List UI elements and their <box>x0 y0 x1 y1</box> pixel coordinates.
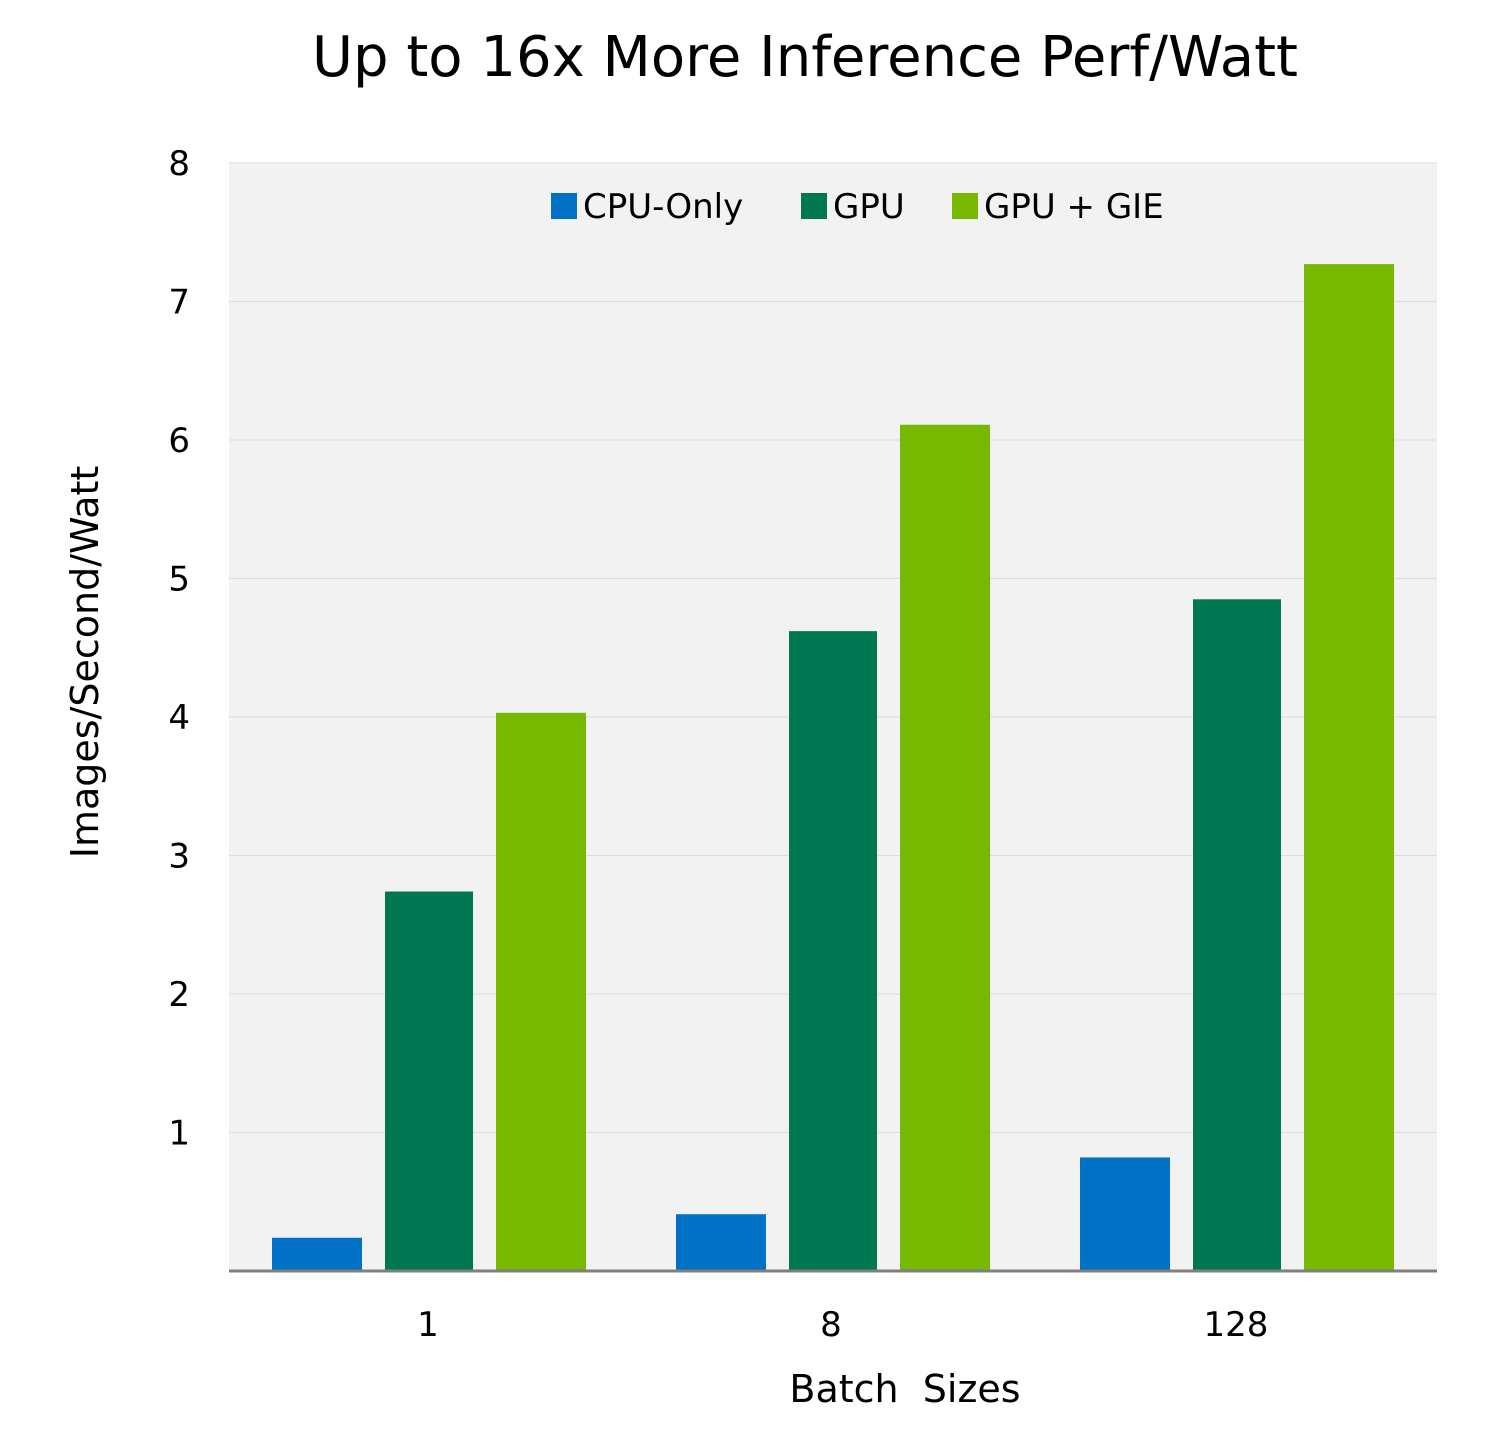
bar-gpu-gie-128 <box>1304 264 1394 1272</box>
legend-swatch <box>952 193 978 219</box>
y-tick-label: 4 <box>168 698 190 738</box>
x-tick-label: 128 <box>1204 1305 1269 1345</box>
bars <box>272 264 1394 1272</box>
x-tick-label: 1 <box>417 1305 439 1345</box>
bar-gpu-8 <box>789 631 877 1271</box>
y-tick-label: 6 <box>168 421 190 461</box>
x-tick-label: 8 <box>820 1305 842 1345</box>
bar-gpu-gie-1 <box>496 712 586 1271</box>
legend-label: GPU + GIE <box>984 187 1164 227</box>
x-axis-title: Batch Sizes <box>789 1367 1020 1411</box>
bar-gpu-1 <box>385 891 473 1271</box>
legend-label: GPU <box>833 187 905 227</box>
y-tick-label: 2 <box>168 975 190 1015</box>
y-tick-label: 8 <box>168 144 190 184</box>
y-tick-label: 1 <box>168 1114 190 1154</box>
y-tick-labels: 1 2 3 4 5 6 7 8 <box>168 144 190 1154</box>
x-tick-labels: 1 8 128 <box>417 1305 1268 1345</box>
bar-cpu-only-8 <box>676 1214 766 1271</box>
chart-title: Up to 16x More Inference Perf/Watt <box>312 25 1298 90</box>
bar-cpu-only-1 <box>272 1237 362 1271</box>
y-tick-label: 7 <box>168 283 190 323</box>
legend-swatch <box>551 193 577 219</box>
bar-gpu-128 <box>1193 599 1281 1271</box>
legend-swatch <box>801 193 827 219</box>
y-axis-title: Images/Second/Watt <box>63 466 107 859</box>
legend-label: CPU-Only <box>583 187 743 227</box>
legend: CPU-Only GPU GPU + GIE <box>551 187 1164 227</box>
bar-cpu-only-128 <box>1080 1157 1170 1271</box>
y-tick-label: 3 <box>168 837 190 877</box>
y-tick-label: 5 <box>168 560 190 600</box>
bar-gpu-gie-8 <box>900 424 990 1271</box>
